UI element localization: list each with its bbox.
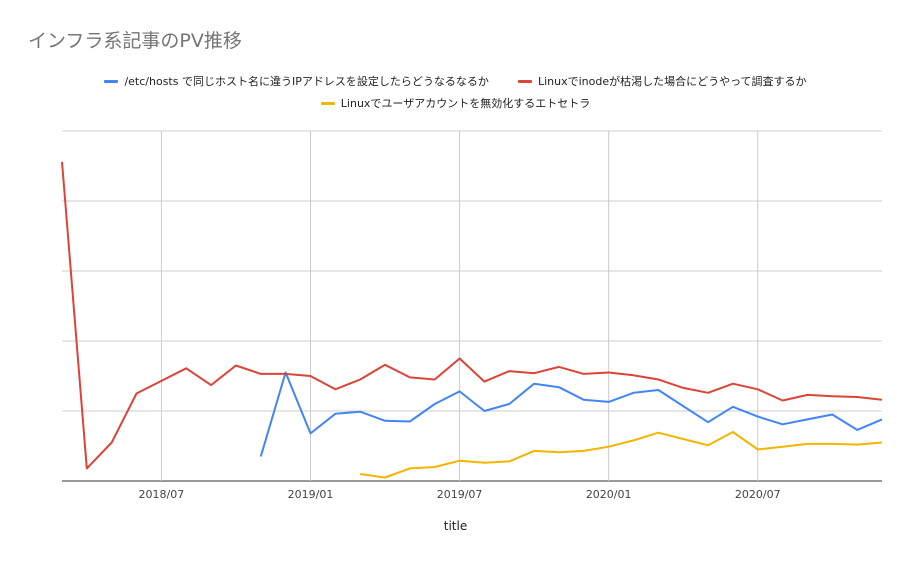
legend-row-2: Linuxでユーザアカウントを無効化するエトセトラ (0, 92, 911, 111)
legend-swatch-inode (517, 80, 532, 83)
legend-item-inode[interactable]: Linuxでinodeが枯渇した場合にどうやって調査するか (517, 73, 807, 89)
series-line-2[interactable] (360, 431, 883, 479)
x-axis-ticks: 2018/07 2019/01 2019/07 2020/01 2020/07 (139, 488, 781, 501)
series-line-1[interactable] (61, 161, 883, 470)
legend-label-useraccount: Linuxでユーザアカウントを無効化するエトセトラ (340, 96, 591, 110)
x-tick-label: 2019/01 (288, 488, 334, 501)
x-tick-label: 2019/07 (437, 488, 483, 501)
x-tick-label: 2018/07 (139, 488, 185, 501)
legend: /etc/hosts で同じホスト名に違うIPアドレスを設定したらどうなるなるか… (0, 70, 911, 89)
legend-item-useraccount[interactable]: Linuxでユーザアカウントを無効化するエトセトラ (320, 95, 591, 111)
x-tick-label: 2020/07 (735, 488, 781, 501)
x-tick-label: 2020/01 (586, 488, 632, 501)
series-line-0[interactable] (259, 371, 883, 457)
gridlines (62, 130, 882, 482)
legend-swatch-useraccount (320, 102, 335, 105)
x-axis-label: title (443, 519, 468, 533)
legend-label-hosts: /etc/hosts で同じホスト名に違うIPアドレスを設定したらどうなるなるか (124, 74, 489, 88)
chart-title: インフラ系記事のPV推移 (28, 30, 242, 52)
series-lines (61, 161, 883, 479)
legend-label-inode: Linuxでinodeが枯渇した場合にどうやって調査するか (537, 74, 807, 88)
legend-item-hosts[interactable]: /etc/hosts で同じホスト名に違うIPアドレスを設定したらどうなるなるか (104, 73, 489, 89)
legend-swatch-hosts (104, 80, 119, 83)
